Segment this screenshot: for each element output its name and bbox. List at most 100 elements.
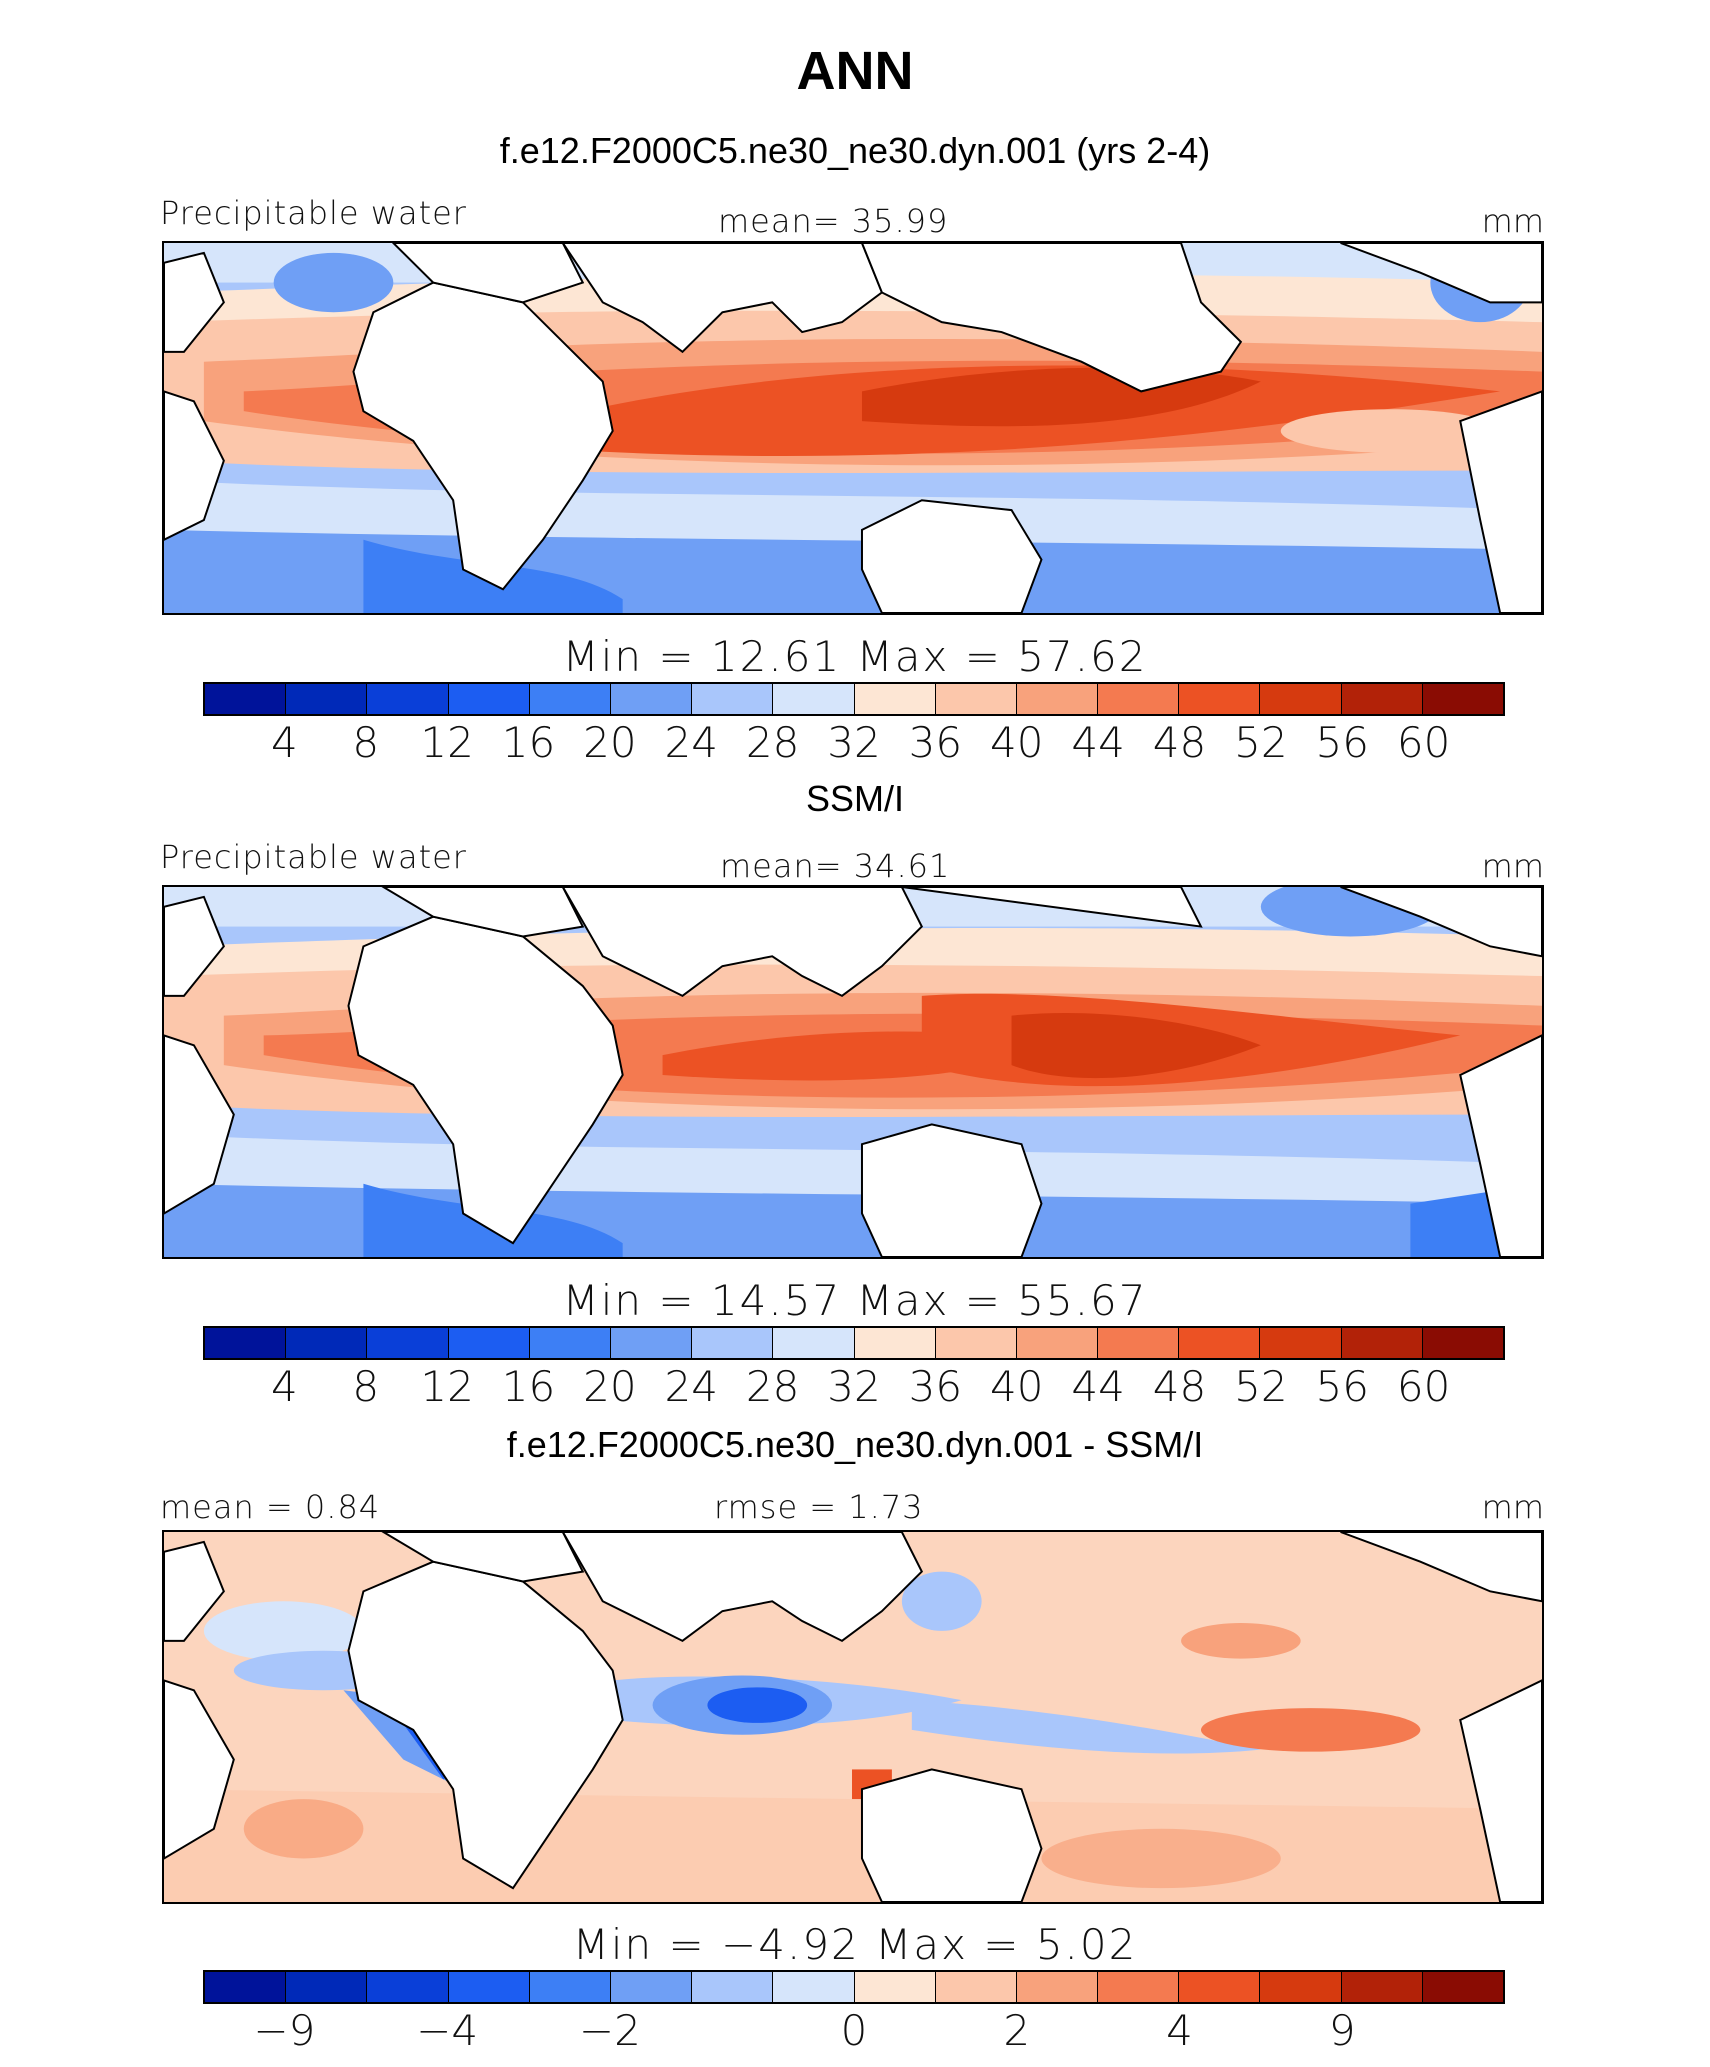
panel-1-colorbar (203, 682, 1505, 716)
colorbar-swatch (1260, 1328, 1342, 1358)
colorbar-tick-label: 44 (1071, 718, 1125, 767)
colorbar-swatch (1179, 1972, 1261, 2002)
colorbar-swatch (692, 1328, 774, 1358)
colorbar-swatch (854, 1328, 936, 1358)
colorbar-tick-label: 8 (352, 1362, 380, 1411)
colorbar-tick-label: 60 (1396, 1362, 1451, 1411)
colorbar-swatch (1016, 1328, 1099, 1358)
colorbar-tick-label: 52 (1234, 718, 1288, 767)
colorbar-swatch (610, 684, 693, 714)
colorbar-tick-label: 24 (664, 718, 718, 767)
panel-3-units-label: mm (1481, 1488, 1544, 1526)
colorbar-tick-label: 44 (1071, 1362, 1125, 1411)
colorbar-swatch (1098, 1972, 1180, 2002)
colorbar-swatch (1179, 684, 1261, 714)
colorbar-swatch (205, 1328, 287, 1358)
colorbar-tick-label: 28 (745, 718, 800, 767)
colorbar-tick-label: 16 (501, 718, 556, 767)
colorbar-swatch (529, 1972, 611, 2002)
colorbar-swatch (367, 684, 449, 714)
colorbar-tick-label: 2 (1003, 2006, 1031, 2055)
colorbar-swatch (773, 684, 855, 714)
panel-3-rmse-label: rmse = 1.73 (714, 1488, 924, 1526)
colorbar-tick-label: 20 (583, 1362, 637, 1411)
colorbar-swatch (448, 684, 530, 714)
colorbar-swatch (854, 684, 936, 714)
colorbar-swatch (1422, 684, 1503, 714)
panel-2-variable-label: Precipitable water (160, 838, 467, 876)
colorbar-swatch (448, 1328, 530, 1358)
panel-2-title: SSM/I (805, 778, 904, 819)
colorbar-swatch (1260, 684, 1342, 714)
colorbar-tick-label: 52 (1234, 1362, 1288, 1411)
panel-3-colorbar (203, 1970, 1505, 2004)
colorbar-tick-label: 48 (1152, 1362, 1207, 1411)
colorbar-swatch (205, 684, 287, 714)
panel-2-colorbar-labels: 4 8 12 16 20 24 28 32 36 40 44 48 52 56 60 (203, 1362, 1505, 1412)
panel-1-variable-label: Precipitable water (160, 194, 467, 232)
colorbar-tick-label: 28 (745, 1362, 800, 1411)
colorbar-tick-label: 36 (908, 1362, 963, 1411)
panel-2-colorbar (203, 1326, 1505, 1360)
colorbar-swatch (935, 684, 1017, 714)
colorbar-swatch (692, 1972, 774, 2002)
colorbar-tick-label: 12 (420, 718, 474, 767)
colorbar-swatch (692, 684, 774, 714)
colorbar-tick-label: −4 (416, 2006, 479, 2055)
colorbar-swatch (286, 1972, 368, 2002)
panel-2-contour-field (164, 887, 1542, 1257)
colorbar-swatch (286, 684, 368, 714)
panel-3-contour-field (164, 1532, 1542, 1902)
colorbar-swatch (1016, 1972, 1099, 2002)
colorbar-tick-label: 0 (840, 2006, 868, 2055)
colorbar-tick-label: 56 (1315, 1362, 1369, 1411)
colorbar-tick-label: −2 (578, 2006, 641, 2055)
panel-1-units-label: mm (1481, 202, 1544, 240)
panel-3-title: f.e12.F2000C5.ne30_ne30.dyn.001 - SSM/I (506, 1424, 1204, 1465)
colorbar-tick-label: 60 (1396, 718, 1451, 767)
colorbar-tick-label: 56 (1315, 718, 1369, 767)
colorbar-tick-label: 24 (664, 1362, 718, 1411)
panel-1-map (162, 241, 1544, 615)
colorbar-swatch (1341, 684, 1423, 714)
colorbar-tick-label: 8 (352, 718, 380, 767)
panel-2-min-max: Min = 14.57 Max = 55.67 (562, 1276, 1148, 1325)
colorbar-tick-label: 4 (1166, 2006, 1193, 2055)
colorbar-swatch (773, 1972, 855, 2002)
colorbar-tick-label: 4 (271, 718, 298, 767)
panel-1-mean-label: mean= 35.99 (718, 202, 949, 240)
panel-3-mean-label: mean = 0.84 (160, 1488, 381, 1526)
panel-1-min-max: Min = 12.61 Max = 57.62 (562, 632, 1148, 681)
colorbar-swatch (529, 1328, 611, 1358)
colorbar-swatch (286, 1328, 368, 1358)
colorbar-swatch (935, 1972, 1017, 2002)
colorbar-swatch (1016, 684, 1099, 714)
colorbar-swatch (448, 1972, 530, 2002)
colorbar-tick-label: 12 (420, 1362, 474, 1411)
colorbar-swatch (367, 1328, 449, 1358)
colorbar-tick-label: 20 (583, 718, 637, 767)
colorbar-tick-label: 32 (827, 718, 881, 767)
panel-2-units-label: mm (1481, 847, 1544, 885)
colorbar-swatch (1341, 1972, 1423, 2002)
colorbar-tick-label: 9 (1328, 2006, 1356, 2055)
panel-2-map (162, 885, 1544, 1259)
colorbar-swatch (773, 1328, 855, 1358)
colorbar-swatch (1098, 1328, 1180, 1358)
figure-title: ANN (796, 41, 914, 101)
panel-3-min-max: Min = −4.92 Max = 5.02 (572, 1920, 1138, 1969)
colorbar-swatch (1422, 1972, 1503, 2002)
panel-3-colorbar-labels: −9 −4 −2 0 2 4 9 (203, 2006, 1505, 2056)
colorbar-swatch (205, 1972, 287, 2002)
colorbar-tick-label: 16 (501, 1362, 556, 1411)
colorbar-tick-label: 40 (990, 1362, 1044, 1411)
colorbar-swatch (529, 684, 611, 714)
colorbar-swatch (1260, 1972, 1342, 2002)
panel-3-map (162, 1530, 1544, 1904)
panel-2-mean-label: mean= 34.61 (720, 847, 951, 885)
colorbar-tick-label: 4 (271, 1362, 298, 1411)
colorbar-swatch (1179, 1328, 1261, 1358)
colorbar-swatch (367, 1972, 449, 2002)
colorbar-tick-label: −9 (253, 2006, 316, 2055)
colorbar-tick-label: 48 (1152, 718, 1207, 767)
